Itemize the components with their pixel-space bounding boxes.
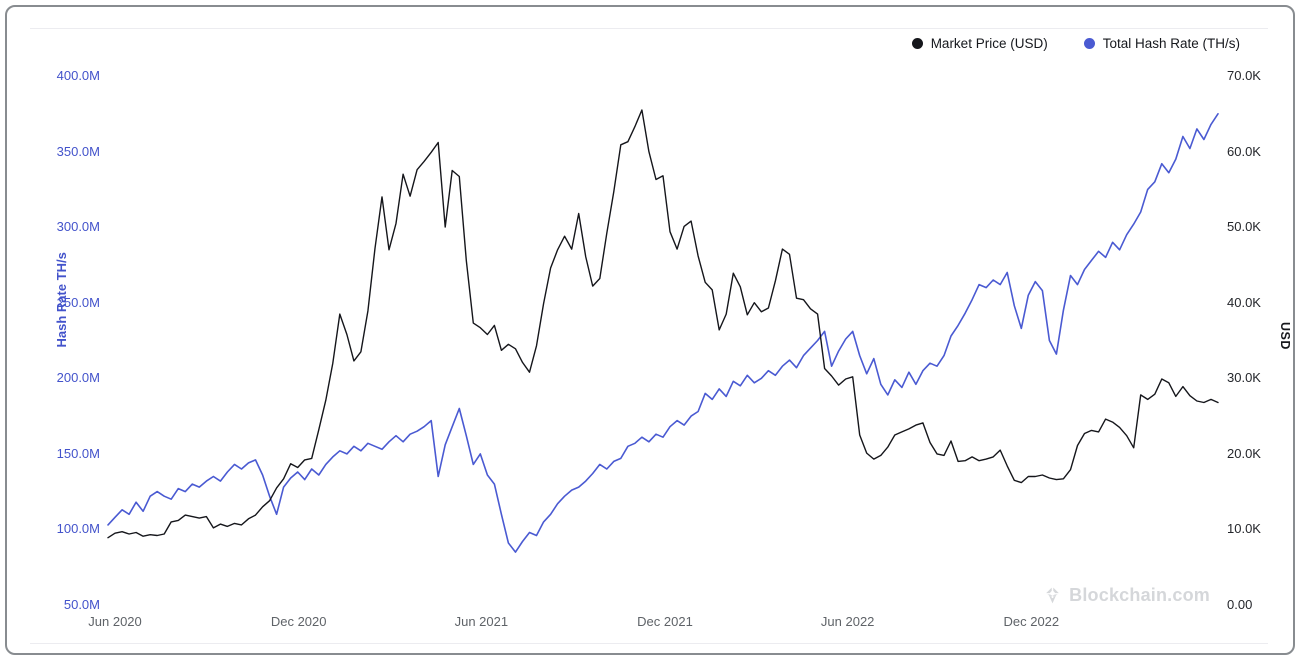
left-axis-tick: 350.0M: [56, 143, 100, 159]
left-axis-tick: 50.0M: [63, 597, 100, 612]
right-axis-tick: 20.0K: [1227, 445, 1261, 461]
right-axis-tick: 50.0K: [1227, 219, 1261, 235]
right-axis-tick: 70.0K: [1227, 68, 1261, 83]
legend-dot-icon: [911, 38, 923, 49]
legend-item[interactable]: Total Hash Rate (TH/s): [1083, 36, 1240, 51]
chart-legend: Market Price (USD) Total Hash Rate (TH/s): [911, 36, 1240, 51]
blockchain-watermark[interactable]: Blockchain.com: [1043, 585, 1210, 606]
right-axis-tick: 40.0K: [1227, 294, 1261, 310]
legend-dot-icon: [1083, 38, 1095, 49]
market-price-line[interactable]: [107, 109, 1219, 539]
top-divider: [30, 28, 1268, 29]
legend-label: Total Hash Rate (TH/s): [1102, 36, 1240, 51]
left-axis-tick: 250.0M: [56, 294, 100, 310]
right-axis-tick: 30.0K: [1227, 370, 1261, 386]
right-axis-title: USD: [1278, 322, 1292, 350]
right-axis-tick: 60.0K: [1227, 143, 1261, 159]
legend-label: Market Price (USD): [930, 36, 1048, 51]
left-axis-tick: 150.0M: [56, 445, 100, 461]
x-axis-tick: Jun 2021: [454, 614, 509, 629]
x-axis-tick: Jun 2020: [88, 614, 142, 629]
x-axis-tick: Dec 2022: [1003, 614, 1060, 629]
right-axis-tick: 0.00: [1227, 597, 1253, 612]
x-axis-tick: Jun 2022: [820, 614, 875, 629]
x-axis-tick: Dec 2020: [270, 614, 327, 629]
left-axis-tick: 400.0M: [56, 68, 100, 83]
left-axis-tick: 100.0M: [56, 521, 100, 537]
hash-rate-line[interactable]: [107, 113, 1219, 553]
x-axis-tick: Dec 2021: [637, 614, 693, 629]
watermark-label: Blockchain.com: [1069, 585, 1210, 605]
right-axis-tick: 10.0K: [1227, 521, 1261, 537]
left-axis-tick: 200.0M: [56, 370, 100, 386]
legend-item[interactable]: Market Price (USD): [911, 36, 1048, 51]
bottom-divider: [30, 643, 1268, 644]
blockchain-logo-icon: [1046, 587, 1059, 604]
left-axis-tick: 300.0M: [56, 219, 100, 235]
